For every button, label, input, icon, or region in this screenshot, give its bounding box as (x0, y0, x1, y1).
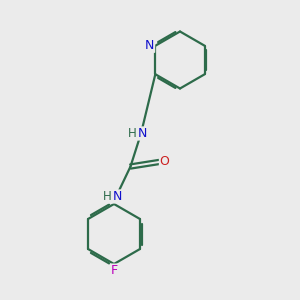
Text: H: H (128, 127, 137, 140)
Text: N: N (138, 127, 147, 140)
Text: H: H (103, 190, 112, 203)
Text: N: N (112, 190, 122, 203)
Text: N: N (145, 39, 154, 52)
Text: O: O (160, 155, 169, 169)
Text: F: F (110, 264, 118, 277)
